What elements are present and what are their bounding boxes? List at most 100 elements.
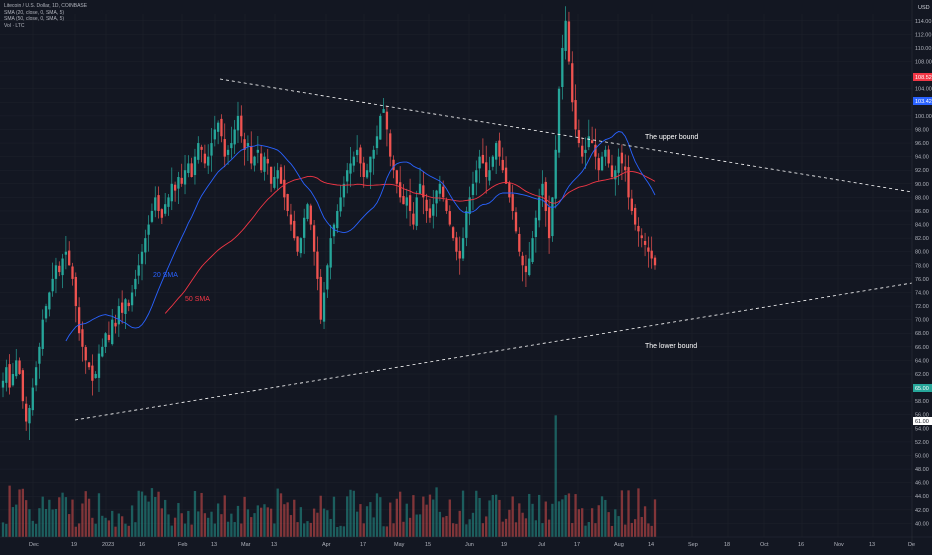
price-tick-label: 100.00 bbox=[915, 114, 932, 120]
candle-body bbox=[94, 373, 97, 379]
volume-bar bbox=[117, 513, 120, 537]
candle-body bbox=[435, 190, 438, 204]
volume-bar bbox=[316, 512, 319, 537]
volume-bar bbox=[402, 521, 405, 537]
candle-body bbox=[633, 207, 637, 225]
volume-bar bbox=[18, 489, 21, 537]
volume-bar bbox=[5, 523, 8, 537]
candle-body bbox=[31, 387, 34, 411]
volume-bar bbox=[362, 523, 365, 537]
candle-body bbox=[647, 247, 650, 252]
volume-bar bbox=[485, 516, 488, 537]
candle-body bbox=[81, 329, 84, 347]
candle-body bbox=[385, 111, 389, 130]
candle-body bbox=[577, 130, 581, 144]
price-tick-label: 54.00 bbox=[915, 426, 929, 432]
volume-bar bbox=[236, 505, 240, 537]
candlesticks bbox=[1, 6, 657, 441]
candle-body bbox=[180, 177, 183, 184]
candle-body bbox=[91, 365, 94, 381]
volume-bar bbox=[610, 525, 614, 537]
volume-bar bbox=[220, 514, 223, 537]
time-axis[interactable]: Dec 19 2023 16 Feb 13 Mar 13 Apr 17 May 15 Jun 19 Jul 1… bbox=[0, 536, 932, 548]
volume-bar bbox=[382, 526, 385, 537]
time-tick-label: Sep bbox=[688, 542, 698, 548]
candle-body bbox=[346, 170, 349, 182]
volume-bar bbox=[273, 523, 276, 537]
candle-body bbox=[316, 251, 319, 279]
candle-body bbox=[170, 183, 173, 202]
candle-body bbox=[408, 195, 412, 211]
volume-bar bbox=[134, 522, 137, 537]
candle-body bbox=[355, 149, 359, 156]
volume-bar bbox=[150, 488, 154, 537]
candle-body bbox=[594, 144, 597, 157]
candle-body bbox=[458, 250, 461, 259]
price-tick-label: 46.00 bbox=[915, 481, 929, 487]
time-tick-label: 16 bbox=[139, 542, 145, 548]
candle-body bbox=[309, 205, 312, 225]
candle-body bbox=[528, 258, 531, 275]
sma20-label: 20 SMA bbox=[153, 272, 178, 279]
volume-bar bbox=[203, 513, 207, 537]
candle-body bbox=[293, 220, 296, 239]
candle-body bbox=[306, 204, 309, 219]
volume-bar bbox=[647, 523, 650, 537]
candle-body bbox=[418, 183, 422, 194]
volume-bar bbox=[226, 521, 230, 537]
candle-body bbox=[481, 154, 485, 164]
candle-body bbox=[273, 177, 276, 188]
candle-body bbox=[425, 199, 428, 211]
price-tick-label: 40.00 bbox=[915, 521, 929, 527]
volume-bar bbox=[259, 507, 263, 537]
candle-body bbox=[600, 156, 604, 171]
volume-bar bbox=[197, 511, 200, 537]
candle-body bbox=[77, 307, 81, 334]
volume-bar bbox=[594, 523, 597, 537]
volume-bar bbox=[309, 522, 312, 537]
candle-body bbox=[587, 136, 590, 148]
volume-bar bbox=[471, 512, 475, 537]
candle-body bbox=[620, 152, 624, 164]
volume-bar bbox=[501, 521, 504, 537]
price-axis[interactable]: 114.00112.00110.00108.00106.00104.00102.… bbox=[911, 0, 932, 550]
time-tick-label: Feb bbox=[178, 542, 187, 548]
candle-body bbox=[130, 292, 134, 306]
price-tick-label: 52.00 bbox=[915, 440, 929, 446]
candle-body bbox=[61, 258, 64, 276]
candle-body bbox=[279, 167, 283, 184]
time-tick-label: 19 bbox=[71, 542, 77, 548]
candle-body bbox=[34, 367, 38, 386]
volume-bar bbox=[256, 505, 260, 537]
volume-bar bbox=[34, 523, 38, 537]
volume-bar bbox=[332, 496, 336, 537]
candle-body bbox=[379, 115, 382, 140]
volume-bar bbox=[41, 496, 44, 537]
volume-bar bbox=[504, 518, 508, 537]
price-tick-label: 66.00 bbox=[915, 345, 929, 351]
sma50-line bbox=[164, 170, 656, 314]
candle-body bbox=[604, 149, 607, 157]
candle-body bbox=[15, 360, 18, 377]
volume-bar bbox=[11, 507, 15, 537]
candle-body bbox=[48, 292, 51, 310]
candle-body bbox=[114, 322, 117, 327]
currency-label: USD bbox=[918, 5, 930, 11]
candle-body bbox=[428, 208, 432, 218]
candle-body bbox=[395, 170, 399, 184]
volume-bar bbox=[445, 515, 448, 537]
time-tick-label: 2023 bbox=[102, 542, 114, 548]
price-tick-label: 64.00 bbox=[915, 358, 929, 364]
time-tick-label: 14 bbox=[648, 542, 654, 548]
volume-bar bbox=[154, 496, 157, 537]
volume-bar bbox=[111, 510, 114, 537]
volume-bar bbox=[557, 501, 561, 537]
volume-bar bbox=[283, 504, 286, 537]
volume-bar bbox=[451, 523, 455, 537]
volume-bar bbox=[91, 517, 94, 537]
price-tick-label: 114.00 bbox=[915, 19, 931, 25]
volume-bar bbox=[240, 523, 243, 537]
volume-bar bbox=[590, 508, 594, 537]
